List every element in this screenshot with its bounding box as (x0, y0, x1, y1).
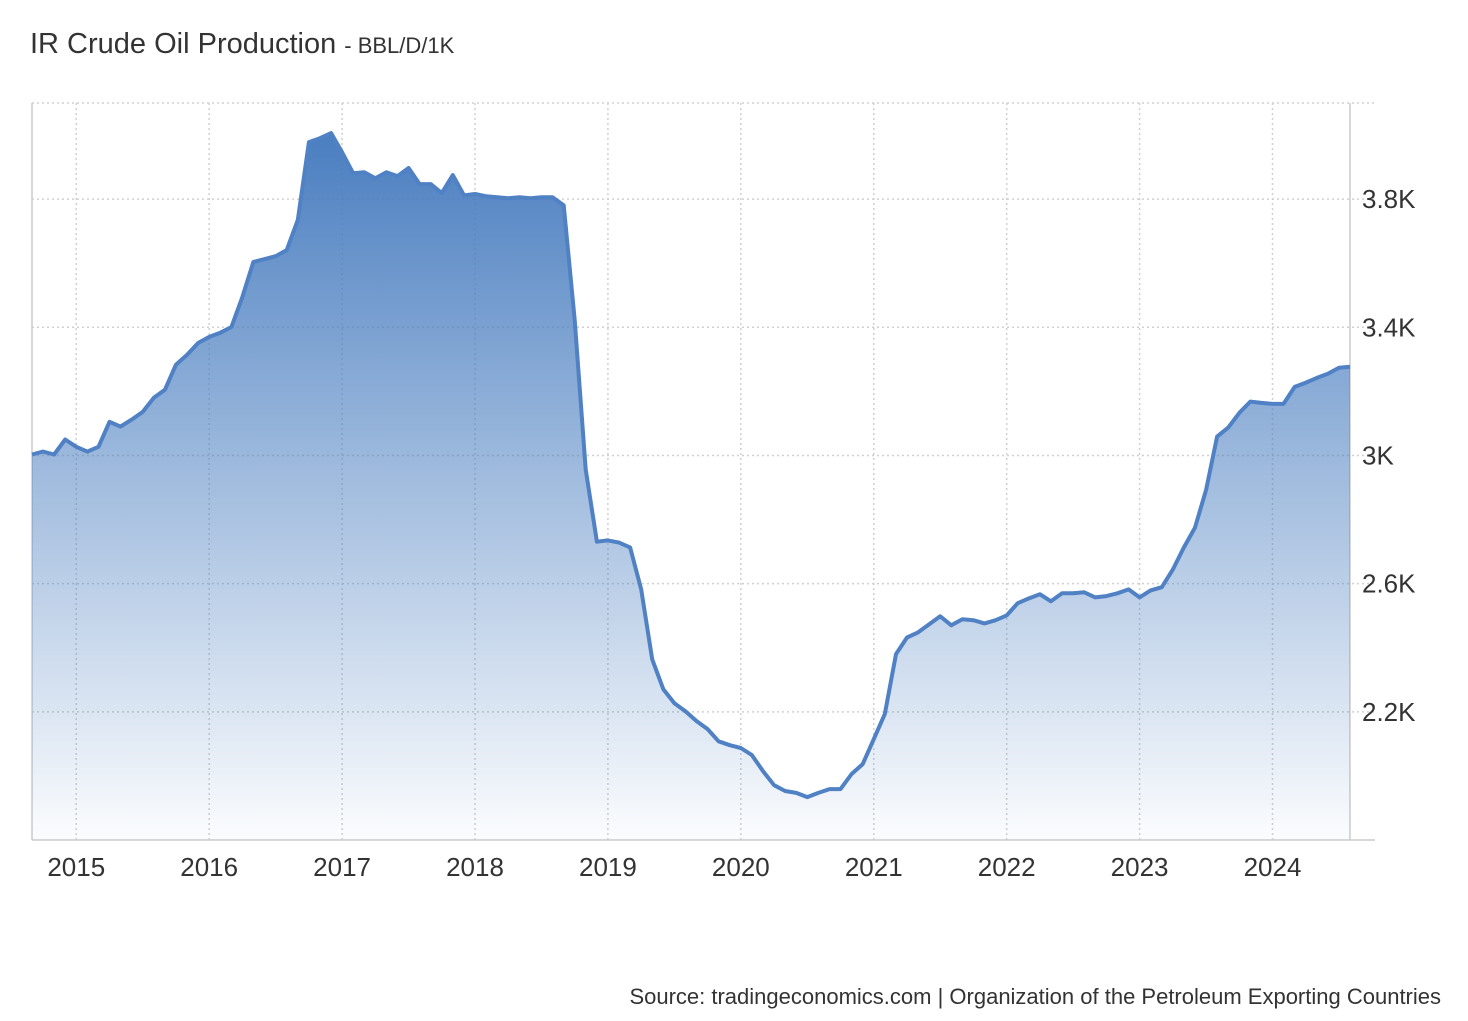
y-tick-label: 3.4K (1362, 312, 1416, 342)
title: IR Crude Oil Production (30, 28, 336, 60)
x-tick-label: 2021 (845, 852, 903, 882)
source: Source: tradingeconomics.com | Organizat… (629, 984, 1441, 1009)
area-fill (32, 133, 1350, 841)
x-tick-label: 2016 (180, 852, 238, 882)
x-tick-label: 2022 (978, 852, 1036, 882)
x-tick-label: 2018 (446, 852, 504, 882)
chart-title: IR Crude Oil Production - BBL/D/1K (30, 28, 455, 60)
x-tick-label: 2023 (1111, 852, 1169, 882)
area-line (31, 131, 1351, 800)
subtitle: - BBL/D/1K (344, 33, 454, 58)
x-tick-label: 2020 (712, 852, 770, 882)
y-tick-label: 2.6K (1362, 569, 1416, 599)
y-tick-label: 2.2K (1362, 697, 1416, 727)
x-tick-label: 2019 (579, 852, 637, 882)
x-tick-label: 2017 (313, 852, 371, 882)
y-tick-label: 3.8K (1362, 184, 1416, 214)
x-tick-label: 2024 (1244, 852, 1302, 882)
x-tick-label: 2015 (47, 852, 105, 882)
y-tick-label: 3K (1362, 440, 1394, 470)
